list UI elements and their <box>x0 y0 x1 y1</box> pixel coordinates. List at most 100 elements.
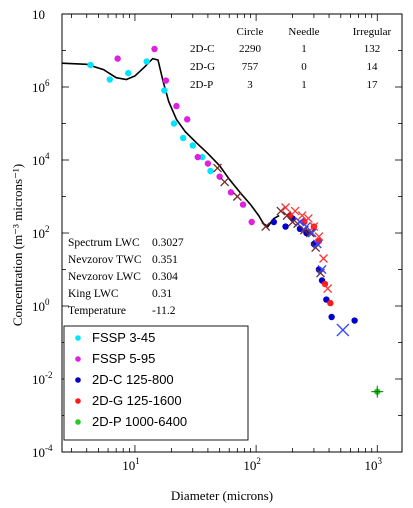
legend-label: 2D-C 125-800 <box>92 372 174 387</box>
table-cell: 2D-C <box>190 43 214 55</box>
data-point-cross <box>290 206 300 216</box>
data-point <box>351 317 358 324</box>
annotation-label: Temperature <box>68 305 126 317</box>
legend-marker <box>75 419 81 425</box>
data-point <box>328 313 335 321</box>
data-point-cross <box>288 217 298 227</box>
cross-stroke <box>307 228 317 238</box>
x-tick-label: 101 <box>122 456 140 473</box>
data-point-cross <box>309 222 319 232</box>
data-point <box>143 58 150 65</box>
y-tick-label: 106 <box>32 78 50 95</box>
y-tick-label: 104 <box>32 151 50 168</box>
data-point-cross <box>295 217 305 227</box>
table-cell: 2D-G <box>190 61 215 73</box>
cross-stroke <box>213 163 222 173</box>
annotation-value: 0.304 <box>152 271 178 283</box>
data-point-cross <box>220 177 230 187</box>
table-cell: 2D-P <box>190 79 213 91</box>
data-point-cross <box>314 232 324 241</box>
cross-stroke <box>261 222 271 232</box>
data-point-cross <box>317 265 327 274</box>
particle-count-table: Circle Needle Irregular 2D-C 2290 1 132 2D-G 757… <box>190 26 392 91</box>
data-point-cross <box>281 203 291 212</box>
y-tick-label: 10-2 <box>32 370 53 387</box>
data-point <box>199 153 206 161</box>
data-point <box>327 299 334 307</box>
data-point-cross <box>323 284 333 294</box>
table-cell: 2290 <box>239 43 262 55</box>
table-cell: 14 <box>367 61 379 73</box>
legend-label: FSSP 5-95 <box>92 351 155 366</box>
data-point <box>106 76 113 83</box>
cross-stroke <box>314 232 324 241</box>
data-point-cross <box>303 214 313 223</box>
fit-curve-layer <box>61 57 280 228</box>
data-point-cross <box>307 228 317 238</box>
data-point <box>321 280 329 288</box>
table-cell: 757 <box>242 61 259 73</box>
cross-stroke <box>290 206 300 216</box>
table-cell: 3 <box>247 79 253 91</box>
data-point <box>179 134 187 142</box>
table-header: Irregular <box>353 26 392 38</box>
annotation-label: Spectrum LWC <box>68 237 140 249</box>
cross-stroke <box>336 323 350 337</box>
data-point <box>125 69 132 77</box>
x-tick-label: 102 <box>243 456 260 473</box>
data-point <box>282 223 289 230</box>
data-point <box>114 55 121 62</box>
data-point <box>87 61 94 69</box>
data-point-cross <box>213 163 222 173</box>
data-point <box>270 218 278 226</box>
legend-marker <box>75 356 81 362</box>
data-point <box>184 116 191 123</box>
fit-curve <box>61 57 280 228</box>
y-tick-label: 10-4 <box>32 443 53 460</box>
data-point <box>161 87 168 94</box>
cross-stroke <box>323 284 333 294</box>
table-cell: 0 <box>301 61 307 73</box>
data-point <box>162 77 170 84</box>
annotation-value: -11.2 <box>152 305 176 317</box>
table-cell: 132 <box>364 43 381 55</box>
legend: FSSP 3-45 FSSP 5-95 2D-C 125-800 2D-G 125-1… <box>63 325 249 441</box>
annotation-label: Nevzorov TWC <box>68 254 142 266</box>
data-point-cross <box>305 228 315 238</box>
cross-stroke <box>295 217 305 227</box>
data-point-cross <box>297 211 307 221</box>
legend-marker <box>75 398 81 404</box>
data-point <box>170 120 178 127</box>
data-point-cross <box>232 192 242 201</box>
data-point <box>315 237 323 245</box>
data-point <box>204 160 212 167</box>
legend-label: FSSP 3-45 <box>92 330 155 345</box>
data-point <box>151 45 158 53</box>
data-point <box>194 153 201 161</box>
cross-stroke <box>220 177 230 187</box>
data-point <box>207 167 214 175</box>
data-point <box>227 189 235 196</box>
cross-stroke <box>276 206 286 216</box>
cross-stroke <box>301 222 311 232</box>
cross-stroke <box>319 254 328 263</box>
table-cell: 1 <box>301 79 307 91</box>
y-tick-label: 10 <box>32 7 45 22</box>
data-point-cross <box>276 206 286 216</box>
cross-stroke <box>282 211 292 221</box>
data-point <box>239 201 247 208</box>
x-axis-label: Diameter (microns) <box>171 488 273 503</box>
annotation-value: 0.31 <box>152 288 172 300</box>
y-tick-label: 102 <box>32 224 50 241</box>
data-point-cross <box>319 254 328 263</box>
cross-stroke <box>312 239 322 249</box>
legend-label: 2D-G 125-1600 <box>92 393 182 408</box>
y-tick-label: 100 <box>32 297 50 314</box>
cross-stroke <box>297 211 307 221</box>
table-cell: 1 <box>301 43 307 55</box>
cross-stroke <box>317 265 327 274</box>
data-point <box>248 218 255 226</box>
data-point <box>173 102 180 110</box>
y-axis-label: Concentration (m⁻³ microns⁻¹) <box>10 164 25 326</box>
